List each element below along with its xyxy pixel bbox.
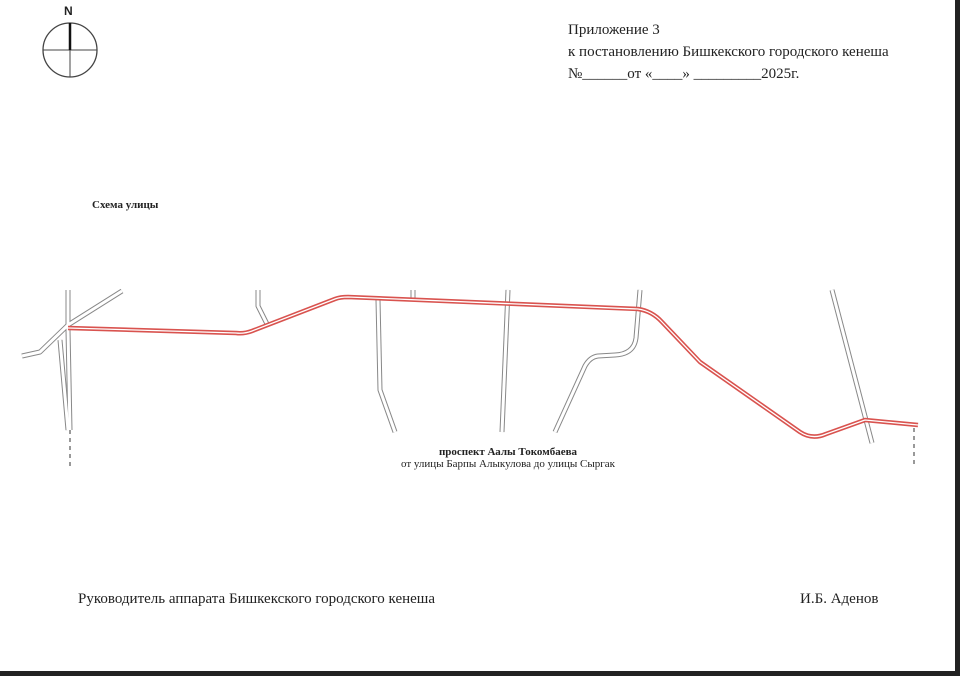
highlighted-route (67, 294, 919, 439)
north-label: N (64, 4, 73, 18)
appendix-number: Приложение 3 (568, 22, 660, 38)
street-extent: от улицы Барпы Алыкулова до улицы Сыргак (401, 458, 615, 470)
street-name: проспект Аалы Токомбаева (438, 446, 578, 458)
resolution-number-date: №______от «____» _________2025г. (568, 66, 800, 82)
side-roads (21, 288, 915, 468)
signatory-position: Руководитель аппарата Бишкекского городс… (78, 591, 435, 607)
scheme-title: Схема улицы (92, 199, 159, 211)
resolution-reference: к постановлению Бишкекского городского к… (568, 44, 889, 60)
signatory-name: И.Б. Аденов (800, 591, 879, 607)
road (552, 289, 643, 434)
